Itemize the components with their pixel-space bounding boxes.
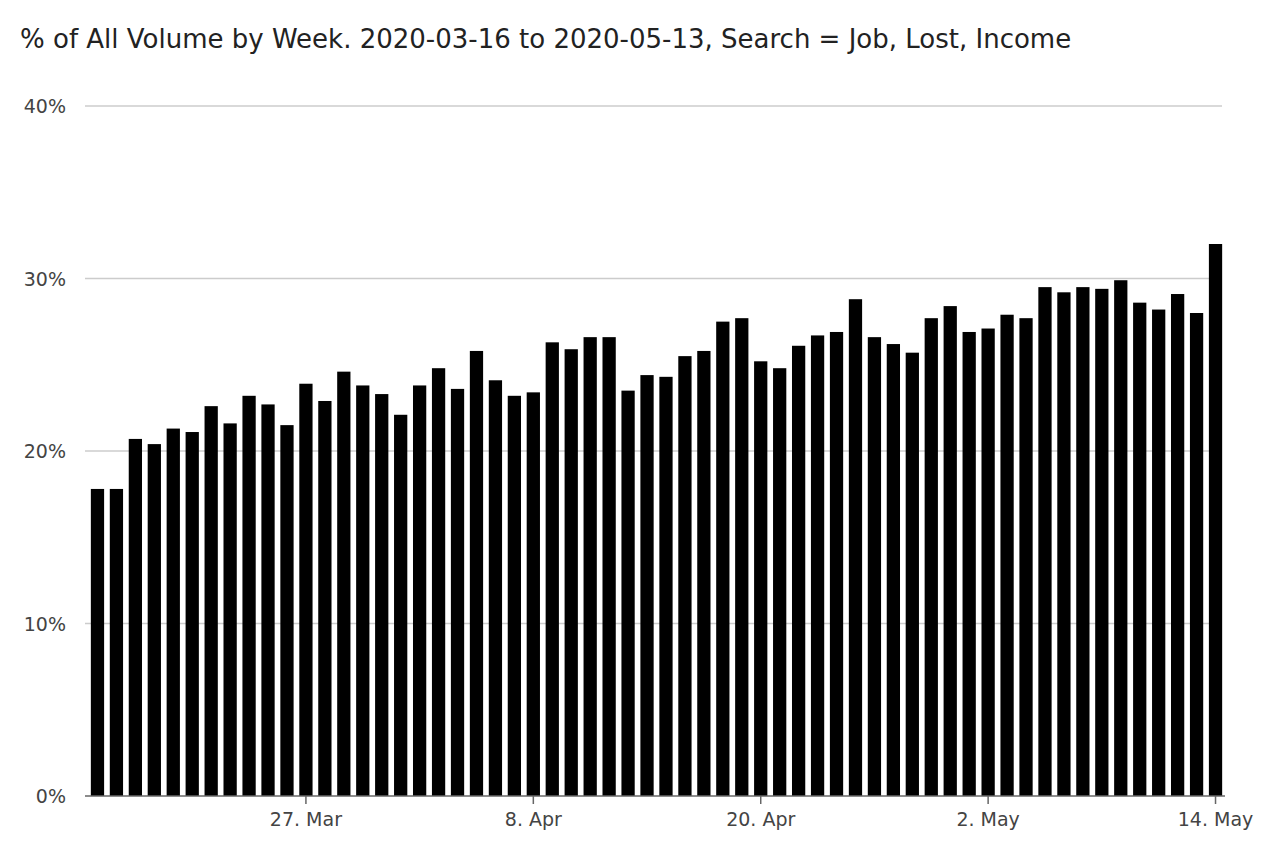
bar	[1209, 244, 1222, 796]
grid-line	[85, 278, 1222, 280]
bar	[887, 344, 900, 796]
y-tick-label: 30%	[24, 268, 66, 290]
x-tick-label: 27. Mar	[270, 808, 342, 830]
bar	[1190, 313, 1203, 796]
bar	[223, 423, 236, 796]
x-tick-label: 2. May	[956, 808, 1019, 830]
bars	[91, 244, 1222, 796]
bar	[413, 385, 426, 796]
bar	[527, 392, 540, 796]
bar	[981, 329, 994, 796]
bar	[205, 406, 218, 796]
bar	[754, 361, 767, 796]
bar	[470, 351, 483, 796]
bar	[337, 372, 350, 796]
title: % of All Volume by Week. 2020-03-16 to 2…	[20, 24, 1071, 54]
bar	[906, 353, 919, 796]
bar	[1057, 292, 1070, 796]
bar	[830, 332, 843, 796]
bar	[678, 356, 691, 796]
bar	[432, 368, 445, 796]
bar	[735, 318, 748, 796]
bar	[849, 299, 862, 796]
bar	[1171, 294, 1184, 796]
bar	[697, 351, 710, 796]
x-axis	[85, 795, 1225, 797]
bar	[148, 444, 161, 796]
bar	[773, 368, 786, 796]
bar	[1038, 287, 1051, 796]
bar	[640, 375, 653, 796]
grid-line	[85, 105, 1222, 107]
bar	[318, 401, 331, 796]
bar	[1076, 287, 1089, 796]
x-tick-label: 14. May	[1178, 808, 1254, 830]
bar	[242, 396, 255, 796]
bar	[1133, 303, 1146, 796]
bar	[565, 349, 578, 796]
bar	[602, 337, 615, 796]
x-tick	[305, 796, 307, 804]
bar	[1152, 310, 1165, 796]
x-tick-label: 20. Apr	[726, 808, 795, 830]
bar	[716, 322, 729, 796]
bar	[356, 385, 369, 796]
bar	[280, 425, 293, 796]
bar	[944, 306, 957, 796]
y-tick-label: 0%	[36, 785, 66, 807]
bar	[1095, 289, 1108, 796]
bar	[394, 415, 407, 796]
bar	[1114, 280, 1127, 796]
bar	[1000, 315, 1013, 796]
x-tick	[987, 796, 989, 804]
x-tick-label: 8. Apr	[505, 808, 562, 830]
bar	[584, 337, 597, 796]
y-tick-label: 20%	[24, 440, 66, 462]
bar	[299, 384, 312, 796]
bar	[925, 318, 938, 796]
bar	[129, 439, 142, 796]
bar	[1019, 318, 1032, 796]
y-tick-label: 10%	[24, 613, 66, 635]
chart: % of All Volume by Week. 2020-03-16 to 2…	[0, 0, 1286, 868]
bar	[546, 342, 559, 796]
bar	[868, 337, 881, 796]
bar	[489, 380, 502, 796]
bar	[621, 391, 634, 796]
bar	[792, 346, 805, 796]
bar	[963, 332, 976, 796]
bar	[451, 389, 464, 796]
bar	[659, 377, 672, 796]
y-tick-label: 40%	[24, 95, 66, 117]
bar	[811, 335, 824, 796]
x-tick	[1215, 796, 1217, 804]
bar	[508, 396, 521, 796]
bar	[186, 432, 199, 796]
bar	[91, 489, 104, 796]
bar	[167, 429, 180, 796]
x-tick	[533, 796, 535, 804]
bar	[110, 489, 123, 796]
bar	[261, 404, 274, 796]
bar	[375, 394, 388, 796]
x-tick	[760, 796, 762, 804]
